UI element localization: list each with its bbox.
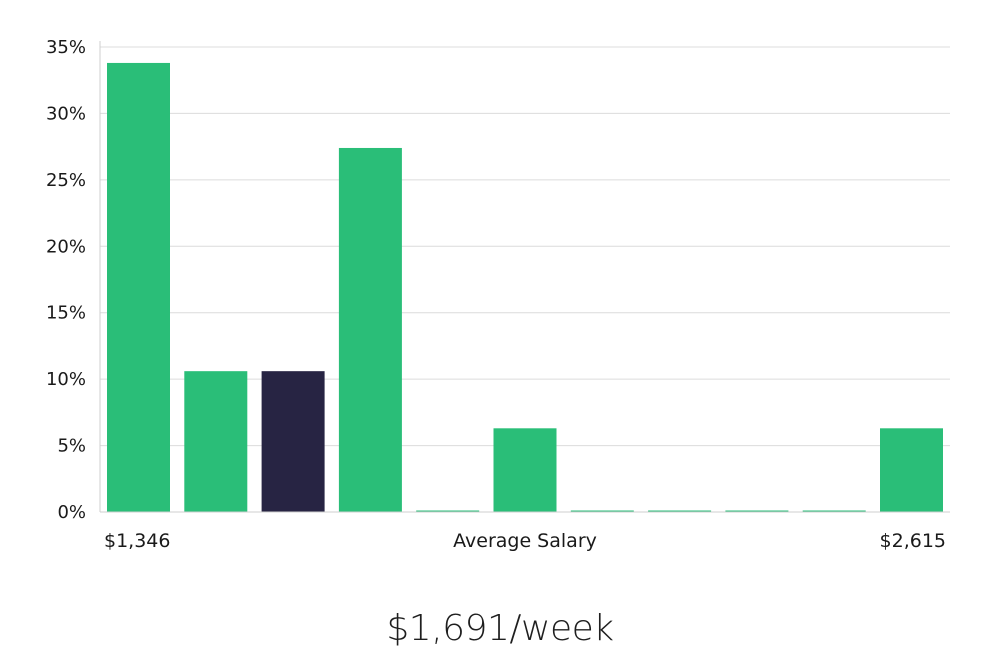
bar bbox=[184, 371, 248, 512]
bar bbox=[802, 510, 866, 512]
x-min-label: $1,346 bbox=[104, 530, 170, 552]
bar bbox=[570, 510, 634, 512]
y-tick-label: 10% bbox=[46, 369, 86, 390]
average-salary-headline: $1,691/week bbox=[386, 608, 614, 649]
bar bbox=[107, 62, 170, 512]
bar bbox=[725, 510, 789, 512]
y-tick-label: 20% bbox=[46, 236, 86, 257]
y-tick-label: 15% bbox=[46, 303, 86, 324]
bar-highlighted bbox=[261, 371, 325, 512]
bars bbox=[107, 62, 943, 512]
bar bbox=[493, 428, 557, 512]
y-tick-label: 0% bbox=[57, 502, 86, 523]
bar bbox=[416, 510, 480, 512]
x-max-label: $2,615 bbox=[880, 530, 946, 552]
bar bbox=[648, 510, 712, 512]
x-axis-title: Average Salary bbox=[453, 530, 597, 552]
y-tick-label: 30% bbox=[46, 103, 86, 124]
bar bbox=[338, 147, 402, 512]
y-axis-ticks: 0% 5% 10% 15% 20% 25% 30% 35% bbox=[46, 37, 86, 523]
y-tick-label: 35% bbox=[46, 37, 86, 58]
y-tick-label: 5% bbox=[57, 436, 86, 457]
y-tick-label: 25% bbox=[46, 170, 86, 191]
bar bbox=[880, 428, 943, 512]
